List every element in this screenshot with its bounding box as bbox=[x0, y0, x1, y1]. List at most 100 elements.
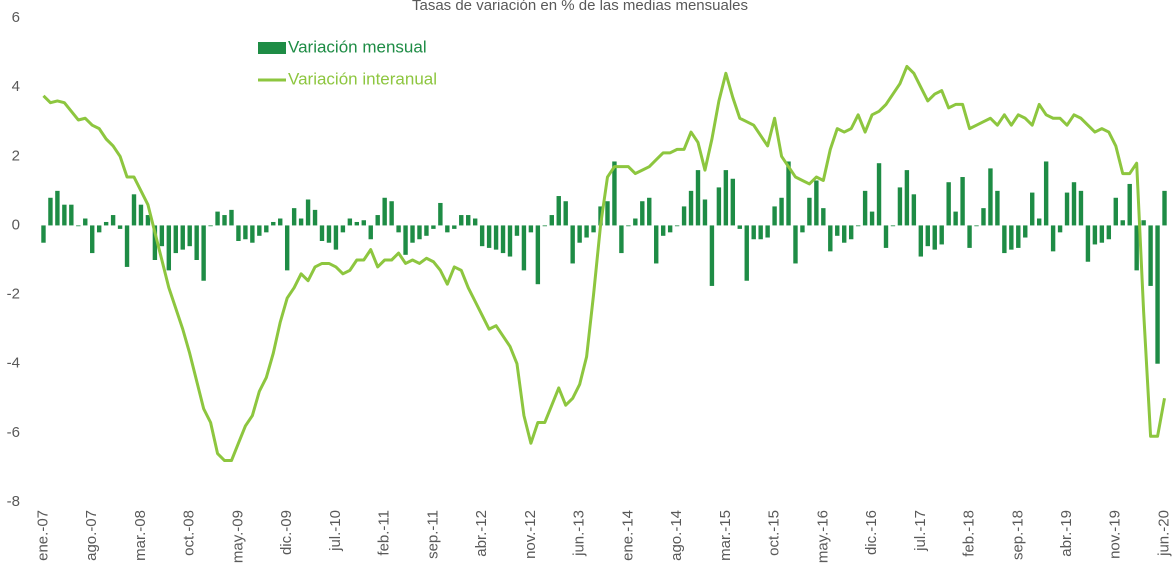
x-tick-label: oct.-15 bbox=[766, 510, 783, 556]
chart-title: Tasas de variación en % de las medias me… bbox=[412, 0, 748, 14]
bar bbox=[396, 225, 401, 233]
bar bbox=[1141, 220, 1146, 226]
bar bbox=[347, 218, 353, 226]
bar bbox=[452, 225, 457, 229]
bar bbox=[1127, 183, 1132, 226]
bar bbox=[243, 225, 248, 240]
bar bbox=[459, 215, 464, 226]
x-tick-label: ene.-07 bbox=[34, 510, 51, 561]
bar bbox=[194, 225, 199, 260]
bar bbox=[187, 225, 192, 247]
bar bbox=[298, 218, 304, 226]
bar bbox=[333, 225, 339, 250]
bar bbox=[563, 201, 568, 226]
bar bbox=[946, 182, 951, 226]
bar bbox=[528, 225, 534, 233]
bar bbox=[953, 211, 958, 226]
bar bbox=[382, 197, 387, 226]
bar bbox=[278, 218, 283, 226]
bar bbox=[967, 225, 972, 248]
bar bbox=[131, 194, 137, 226]
x-tick-label: nov.-12 bbox=[522, 510, 539, 559]
bar bbox=[542, 225, 548, 227]
bar bbox=[814, 180, 819, 226]
bar bbox=[633, 218, 638, 226]
bar bbox=[591, 225, 596, 233]
bar bbox=[549, 215, 554, 226]
x-tick-label: dic.-09 bbox=[278, 510, 295, 555]
x-tick-label: may.-09 bbox=[229, 510, 246, 563]
bar bbox=[1050, 225, 1056, 252]
bar bbox=[702, 199, 708, 226]
bar bbox=[361, 220, 366, 226]
bar bbox=[284, 225, 290, 271]
x-tick-label: jul.-10 bbox=[327, 510, 344, 552]
bar bbox=[1120, 220, 1125, 226]
bar bbox=[124, 225, 130, 267]
bar bbox=[918, 225, 924, 257]
bar bbox=[751, 225, 756, 240]
bar bbox=[417, 225, 422, 240]
bar bbox=[758, 225, 763, 240]
legend-swatch bbox=[258, 42, 286, 54]
bar bbox=[584, 225, 589, 238]
bar bbox=[103, 221, 109, 226]
bar bbox=[326, 225, 332, 243]
bar bbox=[883, 225, 889, 248]
y-tick-label: -8 bbox=[7, 493, 20, 510]
bar bbox=[201, 225, 206, 281]
bar bbox=[932, 225, 937, 250]
bar bbox=[626, 225, 631, 227]
bar bbox=[605, 201, 610, 226]
bar bbox=[535, 225, 541, 285]
bar bbox=[486, 225, 492, 248]
x-tick-label: may.-16 bbox=[814, 510, 831, 563]
bar bbox=[479, 225, 485, 247]
bar bbox=[577, 225, 582, 243]
bar bbox=[855, 225, 861, 227]
y-tick-label: -4 bbox=[7, 355, 20, 372]
bar bbox=[779, 197, 784, 226]
bar bbox=[695, 170, 701, 226]
bar bbox=[55, 190, 60, 226]
bar bbox=[410, 225, 415, 243]
bar bbox=[257, 225, 262, 236]
x-tick-label: mar.-15 bbox=[717, 510, 734, 561]
bar bbox=[1043, 161, 1049, 226]
bar bbox=[1036, 218, 1042, 226]
bar bbox=[1085, 225, 1091, 262]
y-tick-label: -6 bbox=[7, 424, 20, 441]
bar bbox=[1071, 182, 1077, 226]
bar bbox=[305, 199, 311, 226]
bar bbox=[862, 190, 868, 226]
bar bbox=[159, 225, 165, 247]
bar bbox=[1134, 225, 1139, 271]
bar bbox=[570, 225, 575, 264]
bar bbox=[876, 163, 882, 226]
bar bbox=[1016, 225, 1021, 248]
bar bbox=[173, 225, 178, 254]
bar bbox=[974, 225, 979, 227]
bar bbox=[493, 225, 499, 250]
bar bbox=[1009, 225, 1014, 250]
bar bbox=[939, 225, 944, 245]
bar bbox=[389, 201, 394, 226]
bar bbox=[1155, 225, 1160, 364]
bar bbox=[291, 208, 297, 226]
x-tick-label: abr.-12 bbox=[473, 510, 490, 557]
bar bbox=[835, 225, 840, 236]
bar bbox=[521, 225, 527, 271]
bar bbox=[431, 225, 436, 229]
bar bbox=[222, 215, 227, 226]
bar bbox=[117, 225, 123, 229]
bar bbox=[424, 225, 429, 236]
x-tick-label: oct.-08 bbox=[181, 510, 198, 556]
bar bbox=[138, 204, 144, 226]
x-tick-label: ago.-14 bbox=[668, 510, 685, 561]
x-tick-label: mar.-08 bbox=[132, 510, 149, 561]
bar bbox=[472, 218, 478, 226]
x-tick-label: sep.-18 bbox=[1009, 510, 1026, 560]
bar bbox=[674, 225, 680, 227]
bar bbox=[507, 225, 513, 257]
